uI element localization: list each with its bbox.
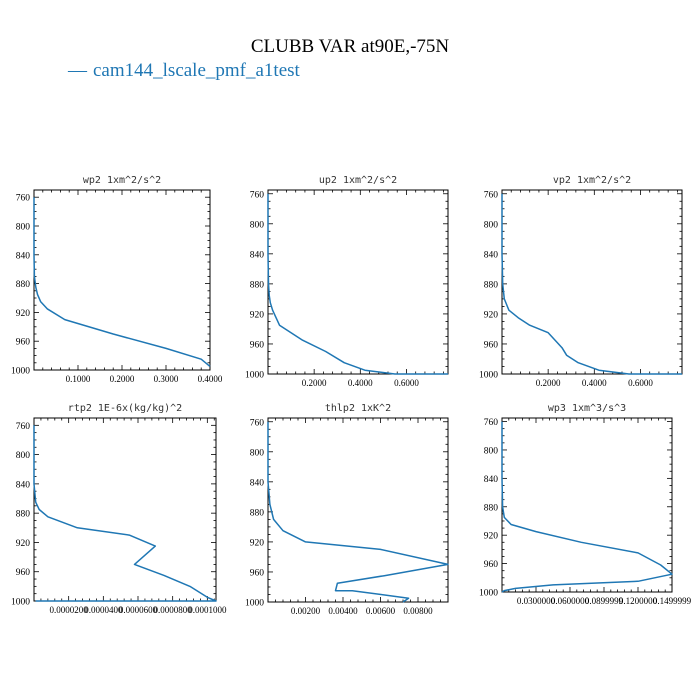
y-tick-label: 1000 xyxy=(479,371,498,381)
y-tick-label: 920 xyxy=(250,538,265,548)
y-tick-label: 880 xyxy=(16,510,31,520)
y-tick-label: 960 xyxy=(250,568,265,578)
y-tick-label: 840 xyxy=(250,250,265,260)
x-tick-label: 0.0600000 xyxy=(551,596,590,606)
y-tick-label: 760 xyxy=(250,418,265,428)
series-line xyxy=(33,425,217,602)
x-tick-label: 0.6000 xyxy=(628,378,653,388)
legend-label: cam144_lscale_pmf_a1test xyxy=(93,60,300,81)
panel-title: wp3 1xm^3/s^3 xyxy=(548,403,626,414)
series-line xyxy=(267,421,449,603)
y-tick-label: 880 xyxy=(250,508,265,518)
y-tick-label: 840 xyxy=(250,478,265,488)
y-tick-label: 960 xyxy=(250,340,265,350)
panel-up2: up2 1xm^2/s^2 760 800 840 880 920 960 1000 0.200… xyxy=(245,175,449,388)
x-tick-label: 0.0000400 xyxy=(84,605,123,615)
x-tick-label: 0.0000600 xyxy=(119,605,158,615)
panel-vp2: vp2 1xm^2/s^2 760 800 840 880 920 960 1000 0.200… xyxy=(479,175,683,388)
x-tick-label: 0.6000 xyxy=(394,378,419,388)
panel-rtp2: rtp2 1E-6x(kg/kg)^2 760 800 840 880 920 960 100… xyxy=(11,403,227,615)
y-tick-label: 960 xyxy=(16,568,31,578)
panel-wp3: wp3 1xm^3/s^3 760 800 840 880 920 960 1000 0.030… xyxy=(479,403,692,606)
y-tick-label: 960 xyxy=(484,560,499,570)
plot-frame xyxy=(267,417,449,603)
plot-frame xyxy=(501,189,683,375)
x-tick-label: 0.2000 xyxy=(536,378,561,388)
y-tick-label: 840 xyxy=(484,475,499,485)
y-tick-label: 800 xyxy=(484,220,499,230)
x-tick-label: 0.00600 xyxy=(366,606,396,616)
series-line xyxy=(33,197,211,367)
y-tick-label: 920 xyxy=(16,309,31,319)
x-tick-label: 0.1499999 xyxy=(653,596,692,606)
y-tick-label: 800 xyxy=(250,448,265,458)
panel-title: vp2 1xm^2/s^2 xyxy=(553,175,631,186)
y-tick-label: 760 xyxy=(250,190,265,200)
x-tick-label: 0.3000 xyxy=(154,374,179,384)
figure-title: CLUBB VAR at90E,-75N xyxy=(250,36,450,57)
legend-line-icon: — xyxy=(68,60,87,81)
y-tick-label: 920 xyxy=(250,310,265,320)
plot-frame xyxy=(267,189,449,375)
y-tick-label: 760 xyxy=(484,190,499,200)
legend: — cam144_lscale_pmf_a1test xyxy=(68,60,300,82)
y-tick-label: 800 xyxy=(16,223,31,233)
y-tick-label: 880 xyxy=(484,503,499,513)
y-tick-label: 760 xyxy=(16,194,31,204)
series-line xyxy=(501,193,682,375)
y-tick-label: 1000 xyxy=(11,598,30,608)
series-line xyxy=(501,421,673,593)
x-tick-label: 0.0899999 xyxy=(585,596,624,606)
x-tick-label: 0.2000 xyxy=(110,374,135,384)
y-tick-label: 960 xyxy=(16,338,31,348)
plot-frame xyxy=(33,417,217,602)
y-tick-label: 840 xyxy=(484,250,499,260)
y-tick-label: 1000 xyxy=(11,367,30,377)
y-tick-label: 880 xyxy=(16,280,31,290)
y-tick-label: 920 xyxy=(16,539,31,549)
x-tick-label: 0.2000 xyxy=(302,378,327,388)
y-tick-label: 840 xyxy=(16,251,31,261)
x-tick-label: 0.0000800 xyxy=(154,605,193,615)
y-tick-label: 840 xyxy=(16,480,31,490)
x-tick-label: 0.0001000 xyxy=(188,605,227,615)
x-tick-label: 0.00200 xyxy=(291,606,321,616)
x-tick-label: 0.4000 xyxy=(198,374,223,384)
x-tick-label: 0.1200000 xyxy=(619,596,658,606)
x-tick-label: 0.00800 xyxy=(403,606,433,616)
panel-title: wp2 1xm^2/s^2 xyxy=(83,175,161,186)
panel-title: up2 1xm^2/s^2 xyxy=(319,175,397,186)
x-tick-label: 0.0300000 xyxy=(517,596,556,606)
plot-frame xyxy=(33,189,211,371)
y-tick-label: 1000 xyxy=(245,371,264,381)
panel-title: thlp2 1xK^2 xyxy=(325,403,391,414)
y-tick-label: 800 xyxy=(250,220,265,230)
y-tick-label: 800 xyxy=(16,451,31,461)
y-tick-label: 760 xyxy=(484,418,499,428)
y-tick-label: 880 xyxy=(250,280,265,290)
panel-title: rtp2 1E-6x(kg/kg)^2 xyxy=(68,403,182,414)
y-tick-label: 960 xyxy=(484,340,499,350)
panel-thlp2: thlp2 1xK^2 760 800 840 880 920 960 1000 0.00200… xyxy=(245,403,449,616)
x-tick-label: 0.4000 xyxy=(348,378,373,388)
x-tick-label: 0.4000 xyxy=(582,378,607,388)
y-tick-label: 920 xyxy=(484,532,499,542)
y-tick-label: 880 xyxy=(484,280,499,290)
y-tick-label: 800 xyxy=(484,446,499,456)
x-tick-label: 0.00400 xyxy=(328,606,358,616)
x-tick-label: 0.1000 xyxy=(66,374,91,384)
series-line xyxy=(267,193,448,375)
x-tick-label: 0.0000200 xyxy=(50,605,89,615)
y-tick-label: 1000 xyxy=(245,599,264,609)
y-tick-label: 1000 xyxy=(479,589,498,599)
y-tick-label: 760 xyxy=(16,422,31,432)
y-tick-label: 920 xyxy=(484,310,499,320)
panel-wp2: wp2 1xm^2/s^2 760 800 840 880 920 960 1000 0.100… xyxy=(11,175,223,384)
plot-frame xyxy=(501,417,673,593)
